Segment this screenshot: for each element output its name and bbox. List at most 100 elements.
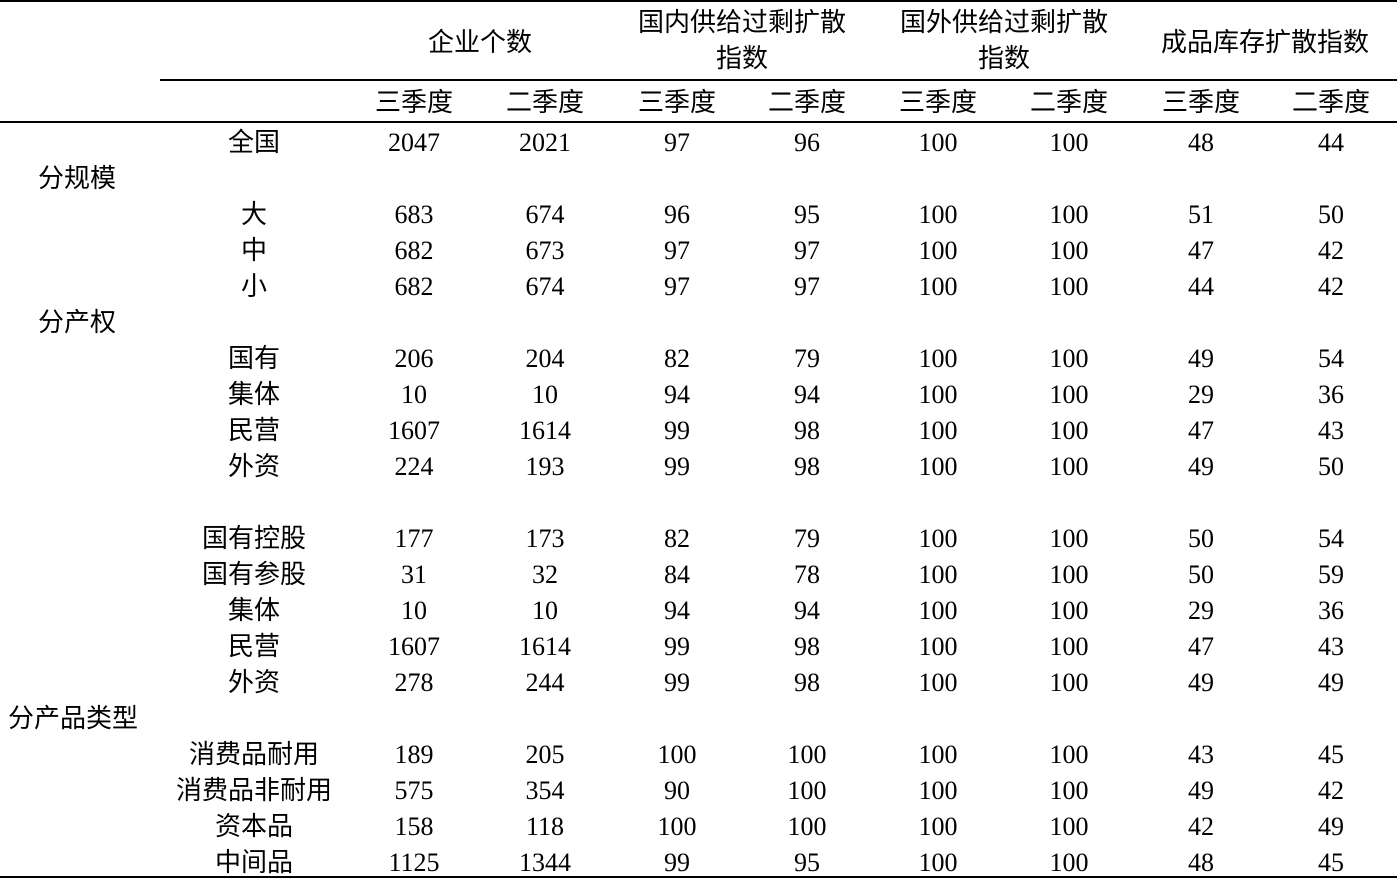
table-cell: 100 <box>657 740 697 769</box>
table-cell: 45 <box>1318 740 1344 769</box>
table-cell: 36 <box>1318 596 1344 625</box>
table-cell: 36 <box>1318 380 1344 409</box>
column-subheader: 三季度 <box>637 88 717 117</box>
column-subheader: 二季度 <box>505 88 585 117</box>
table-cell: 59 <box>1318 560 1344 589</box>
table-cell: 100 <box>1049 596 1089 625</box>
table-cell: 31 <box>401 560 427 589</box>
table-cell: 100 <box>787 740 827 769</box>
table-cell: 10 <box>401 596 427 625</box>
table-cell: 100 <box>918 596 958 625</box>
table-cell: 82 <box>664 344 690 373</box>
row-label: 消费品非耐用 <box>175 776 333 805</box>
table-cell: 29 <box>1188 380 1214 409</box>
row-label: 资本品 <box>214 812 294 841</box>
row-label: 国有控股 <box>201 524 307 553</box>
header-bottom-rule <box>0 121 1397 123</box>
row-label: 小 <box>240 272 268 301</box>
column-subheader: 二季度 <box>1291 88 1371 117</box>
table-cell: 48 <box>1188 128 1214 157</box>
group-header: 成品库存扩散指数 <box>1160 28 1369 57</box>
table-cell: 100 <box>918 740 958 769</box>
table-cell: 100 <box>1049 524 1089 553</box>
table-cell: 100 <box>1049 452 1089 481</box>
table-cell: 100 <box>918 524 958 553</box>
table-cell: 100 <box>918 200 958 229</box>
table-cell: 50 <box>1188 560 1214 589</box>
row-label: 民营 <box>227 416 281 445</box>
row-label: 外资 <box>227 452 281 481</box>
row-label: 民营 <box>227 632 281 661</box>
row-label: 外资 <box>227 668 281 697</box>
table-cell: 158 <box>394 812 434 841</box>
row-label: 全国 <box>227 128 281 157</box>
table-cell: 98 <box>794 452 820 481</box>
table-cell: 1344 <box>519 848 571 877</box>
group-header: 国外供给过剩扩散 <box>899 8 1108 37</box>
table-cell: 96 <box>794 128 820 157</box>
table-cell: 99 <box>664 452 690 481</box>
column-subheader: 三季度 <box>898 88 978 117</box>
table-cell: 100 <box>918 452 958 481</box>
table-cell: 97 <box>664 236 690 265</box>
column-subheader: 三季度 <box>1161 88 1241 117</box>
table-cell: 2047 <box>388 128 440 157</box>
table-cell: 100 <box>1049 344 1089 373</box>
table-cell: 193 <box>525 452 565 481</box>
table-cell: 97 <box>794 272 820 301</box>
table-cell: 97 <box>664 128 690 157</box>
table-cell: 100 <box>918 668 958 697</box>
table-cell: 95 <box>794 848 820 877</box>
table-cell: 90 <box>664 776 690 805</box>
table-cell: 10 <box>532 596 558 625</box>
table-cell: 49 <box>1318 812 1344 841</box>
table-cell: 100 <box>1049 128 1089 157</box>
table-cell: 674 <box>525 272 565 301</box>
row-label: 大 <box>240 200 268 229</box>
table-cell: 100 <box>918 128 958 157</box>
table-cell: 673 <box>525 236 565 265</box>
table-cell: 54 <box>1318 524 1344 553</box>
table-cell: 1607 <box>388 416 440 445</box>
table-cell: 44 <box>1188 272 1214 301</box>
table-cell: 97 <box>794 236 820 265</box>
table-cell: 100 <box>787 812 827 841</box>
table-cell: 49 <box>1188 344 1214 373</box>
table-cell: 682 <box>394 272 434 301</box>
table-cell: 95 <box>794 200 820 229</box>
table-cell: 99 <box>664 668 690 697</box>
table-cell: 118 <box>525 812 565 841</box>
category-label: 分规模 <box>38 164 117 193</box>
column-subheader: 二季度 <box>767 88 847 117</box>
row-label: 国有 <box>227 344 281 373</box>
group-header-rule <box>160 79 1397 81</box>
table-cell: 94 <box>664 380 690 409</box>
table-cell: 1614 <box>519 416 571 445</box>
table-cell: 100 <box>918 632 958 661</box>
table-cell: 1607 <box>388 632 440 661</box>
table-cell: 100 <box>1049 560 1089 589</box>
category-label: 分产品类型 <box>8 704 139 733</box>
table-cell: 100 <box>918 560 958 589</box>
table-cell: 100 <box>918 236 958 265</box>
table-cell: 50 <box>1318 452 1344 481</box>
table-cell: 1614 <box>519 632 571 661</box>
table-cell: 100 <box>1049 236 1089 265</box>
table-cell: 100 <box>918 416 958 445</box>
table-bottom-rule <box>0 876 1397 878</box>
table-cell: 575 <box>394 776 434 805</box>
table-cell: 206 <box>394 344 434 373</box>
table-cell: 51 <box>1188 200 1214 229</box>
table-cell: 100 <box>918 380 958 409</box>
table-cell: 49 <box>1318 668 1344 697</box>
row-label: 集体 <box>227 596 281 625</box>
table-cell: 99 <box>664 848 690 877</box>
table-cell: 100 <box>1049 812 1089 841</box>
column-subheader: 二季度 <box>1029 88 1109 117</box>
table-cell: 47 <box>1188 236 1214 265</box>
table-cell: 54 <box>1318 344 1344 373</box>
table-cell: 97 <box>664 272 690 301</box>
table-cell: 99 <box>664 632 690 661</box>
table-cell: 10 <box>532 380 558 409</box>
table-cell: 42 <box>1318 272 1344 301</box>
